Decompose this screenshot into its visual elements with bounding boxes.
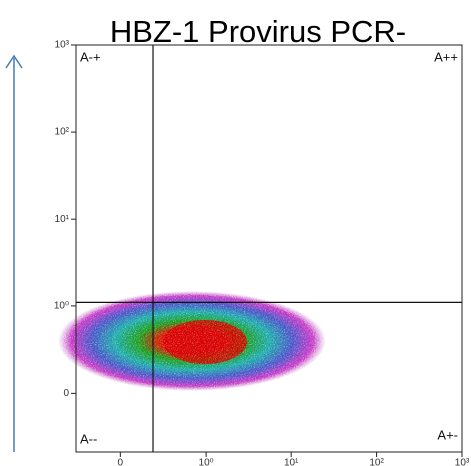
- x-tick-label: 10⁰: [199, 458, 214, 466]
- x-tick-label: 10¹: [284, 458, 299, 466]
- quadrant-label: A-+: [80, 49, 101, 64]
- x-tick-label: 10²: [369, 458, 384, 466]
- density-cloud: [58, 291, 326, 391]
- quadrant-label: A++: [434, 49, 458, 64]
- chart-title: HBZ-1 Provirus PCR-: [110, 14, 406, 49]
- x-tick-label: 10³: [455, 458, 470, 466]
- y-tick-label: 10³: [55, 40, 70, 51]
- axis-arrowhead: [5, 54, 23, 69]
- y-tick-label: 10⁰: [54, 301, 69, 312]
- quadrant-label: A+-: [437, 427, 458, 442]
- plot-frame: [75, 44, 463, 453]
- y-tick-label: 10¹: [55, 214, 70, 225]
- x-tick-label: 0: [118, 458, 124, 466]
- y-tick-label: 10²: [55, 127, 70, 138]
- y-tick-label: 0: [63, 388, 69, 399]
- quadrant-label: A--: [80, 431, 97, 446]
